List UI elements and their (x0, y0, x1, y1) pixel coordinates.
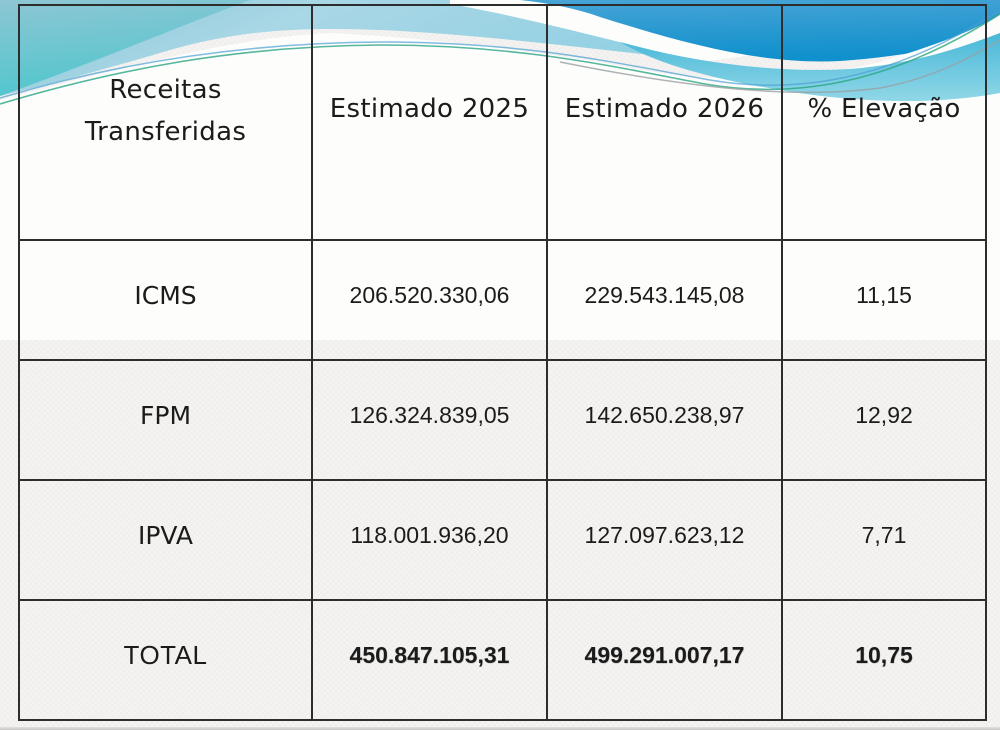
row-fpm-est2026: 142.650.238,97 (548, 361, 783, 481)
row-icms-elevacao: 11,15 (783, 241, 985, 361)
row-icms-est2026: 229.543.145,08 (548, 241, 783, 361)
wave-white-swoosh (0, 14, 1000, 340)
header-receitas-line2: Transferidas (84, 116, 247, 147)
row-ipva-elevacao: 7,71 (783, 481, 985, 601)
row-fpm-label: FPM (20, 361, 313, 481)
revenue-table: Receitas Transferidas Estimado 2025 Esti… (18, 4, 987, 721)
slide-bottom-edge (0, 727, 1000, 730)
header-receitas-line1: Receitas (109, 74, 222, 105)
row-ipva-est2026: 127.097.623,12 (548, 481, 783, 601)
row-total-elevacao: 10,75 (855, 641, 913, 668)
header-cell-estimado-2026: Estimado 2026 (548, 6, 783, 241)
row-fpm-elevacao: 12,92 (783, 361, 985, 481)
wave-deep-blue (520, 0, 1000, 62)
accent-line-blue (0, 9, 1000, 99)
accent-line-green (0, 13, 1000, 105)
row-total-est2025: 450.847.105,31 (313, 601, 548, 719)
row-fpm-est2025: 126.324.839,05 (313, 361, 548, 481)
row-ipva-label: IPVA (20, 481, 313, 601)
accent-line-gray (559, 39, 1000, 94)
row-icms-est2025: 206.520.330,06 (313, 241, 548, 361)
header-cell-receitas-transferidas: Receitas Transferidas (20, 6, 313, 241)
header-cell-estimado-2025: Estimado 2025 (313, 6, 548, 241)
wave-white-wedge (450, 0, 760, 62)
wave-decoration-svg (0, 0, 1000, 340)
row-total-label: TOTAL (20, 601, 313, 719)
row-icms-label: ICMS (20, 241, 313, 361)
wave-decoration (0, 0, 1000, 340)
wave-cyan-band (620, 33, 1000, 102)
wave-teal-overlay (0, 0, 250, 96)
row-total-est2026: 499.291.007,17 (548, 601, 783, 719)
header-cell-pct-elevacao: % Elevação (783, 6, 985, 241)
row-ipva-est2025: 118.001.936,20 (313, 481, 548, 601)
